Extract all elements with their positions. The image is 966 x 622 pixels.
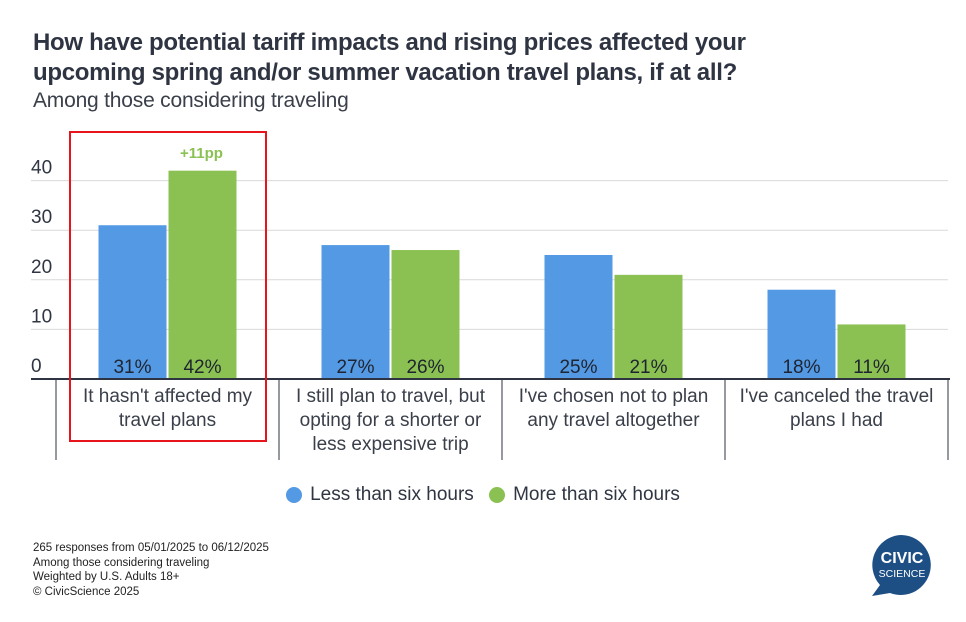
x-category-label: I've canceled the travel — [740, 386, 934, 407]
bar-labels: 31% 42% 27% 26% 25% 21% 18% 11% — [113, 357, 889, 378]
bar-more-than-six-hours-3 — [837, 324, 906, 379]
chart-subtitle: Among those considering traveling — [33, 89, 349, 112]
legend-marker-blue — [286, 487, 303, 503]
chart-title-line-1: How have potential tariff impacts and ri… — [33, 29, 746, 56]
x-category-label: less expensive trip — [312, 434, 468, 455]
chart-title-line-2: upcoming spring and/or summer vacation t… — [33, 59, 737, 86]
bar-value-label: 11% — [853, 357, 890, 378]
x-category-label: It hasn't affected my — [83, 386, 253, 407]
logo-text-civic: CIVIC — [881, 550, 924, 567]
bar-less-than-six-hours-3 — [767, 289, 836, 379]
bar-value-label: 31% — [113, 357, 151, 378]
bar-value-label: 18% — [782, 357, 820, 378]
legend-marker-green — [489, 487, 506, 503]
x-category-label: plans I had — [790, 410, 883, 431]
legend-label: More than six hours — [513, 484, 680, 505]
y-tick-label-10: 10 — [31, 306, 52, 327]
x-axis-labels: It hasn't affected my travel plans I still… — [83, 386, 933, 455]
chart-title: How have potential tariff impacts and ri… — [33, 28, 953, 88]
bar-value-label: 42% — [183, 357, 221, 378]
highlight-box — [69, 131, 267, 442]
bar-less-than-six-hours-2 — [544, 255, 613, 379]
speech-bubble-icon — [872, 535, 931, 596]
bars — [98, 170, 906, 379]
legend-item-less-than-six-hours[interactable]: Less than six hours — [286, 484, 474, 506]
x-category-label: I still plan to travel, but — [296, 386, 486, 407]
x-category-label: any travel altogether — [527, 410, 700, 431]
legend-item-more-than-six-hours[interactable]: More than six hours — [489, 484, 680, 506]
bar-chart: 0 10 20 30 40 31% 42% 27% 26% 25% 21% 18% 11% It ha… — [31, 131, 950, 460]
x-category-label: I've chosen not to plan — [519, 386, 709, 407]
x-axis — [31, 378, 950, 460]
y-tick-label-0: 0 — [31, 356, 42, 377]
bar-more-than-six-hours-2 — [614, 274, 683, 379]
y-tick-label-40: 40 — [31, 158, 52, 179]
footnote-population: Among those considering traveling — [33, 556, 210, 569]
footnote-weighting: Weighted by U.S. Adults 18+ — [33, 571, 180, 583]
bar-less-than-six-hours-0 — [98, 225, 167, 379]
legend: Less than six hours More than six hours — [0, 484, 966, 509]
bar-value-label: 25% — [559, 357, 597, 378]
footnote: 265 responses from 05/01/2025 to 06/12/2… — [33, 541, 269, 599]
bar-more-than-six-hours-0 — [168, 170, 237, 379]
footnote-responses: 265 responses from 05/01/2025 to 06/12/2… — [33, 542, 269, 554]
bar-more-than-six-hours-1 — [391, 250, 460, 379]
bar-value-label: 27% — [336, 357, 374, 378]
bar-value-label: 26% — [406, 357, 444, 378]
footnote-copyright: © CivicScience 2025 — [33, 585, 140, 598]
bar-value-label: 21% — [629, 357, 667, 378]
y-axis-ticks: 0 10 20 30 40 — [31, 158, 52, 377]
x-category-label: travel plans — [119, 410, 216, 431]
bar-less-than-six-hours-1 — [321, 245, 390, 379]
x-category-label: opting for a shorter or — [300, 410, 482, 431]
y-tick-label-30: 30 — [31, 207, 52, 228]
highlight-group: +11pp — [69, 131, 267, 442]
civicscience-logo[interactable]: CIVIC SCIENCE — [866, 533, 936, 599]
y-tick-label-20: 20 — [31, 257, 52, 278]
difference-annotation: +11pp — [180, 145, 223, 162]
logo-text-science: SCIENCE — [879, 568, 926, 580]
legend-label: Less than six hours — [310, 484, 474, 505]
